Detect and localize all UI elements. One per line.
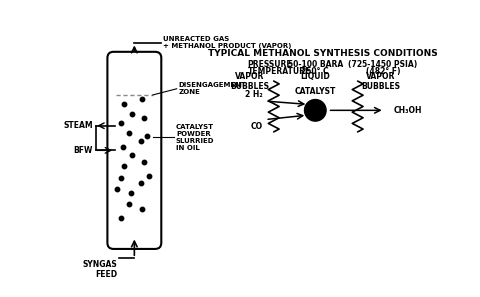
Text: TEMPERATURE: TEMPERATURE <box>248 67 311 76</box>
Text: SYNGAS
FEED: SYNGAS FEED <box>83 260 118 279</box>
Text: CATALYST: CATALYST <box>295 87 336 96</box>
Text: VAPOR
BUBBLES: VAPOR BUBBLES <box>361 72 400 91</box>
Text: CATALYST
POWDER
SLURRIED
IN OIL: CATALYST POWDER SLURRIED IN OIL <box>176 124 215 151</box>
Text: (482° F): (482° F) <box>366 67 400 76</box>
Text: DISENGAGEMENT
ZONE: DISENGAGEMENT ZONE <box>178 82 246 95</box>
Text: STEAM: STEAM <box>63 121 93 130</box>
FancyBboxPatch shape <box>108 52 161 249</box>
Text: 50-100 BARA: 50-100 BARA <box>288 60 343 69</box>
Circle shape <box>304 99 326 121</box>
Text: BFW: BFW <box>73 146 93 155</box>
Text: (725-1450 PSIA): (725-1450 PSIA) <box>348 60 418 69</box>
Text: PRESSURE: PRESSURE <box>248 60 292 69</box>
Text: 250° C: 250° C <box>301 67 329 76</box>
Text: CH₃OH: CH₃OH <box>394 106 422 115</box>
Text: CO: CO <box>251 122 263 131</box>
Text: 2 H₂: 2 H₂ <box>245 90 263 99</box>
Text: UNREACTED GAS
+ METHANOL PRODUCT (VAPOR): UNREACTED GAS + METHANOL PRODUCT (VAPOR) <box>163 36 291 49</box>
Text: LIQUID: LIQUID <box>300 72 330 81</box>
Text: TYPICAL METHANOL SYNTHESIS CONDITIONS: TYPICAL METHANOL SYNTHESIS CONDITIONS <box>208 49 438 58</box>
Text: VAPOR
BUBBLES: VAPOR BUBBLES <box>230 72 269 91</box>
